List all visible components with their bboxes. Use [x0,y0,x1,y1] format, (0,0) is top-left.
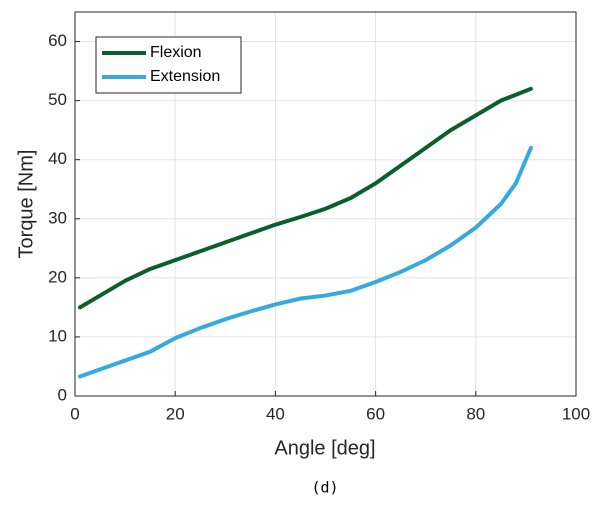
x-tick-label: 40 [266,404,285,423]
x-axis-label: Angle [deg] [274,437,375,459]
y-tick-label: 50 [48,90,67,109]
y-tick-label: 10 [48,326,67,345]
y-axis-label: Torque [Nm] [15,150,37,259]
legend-box [95,36,242,94]
series-line [78,145,533,379]
y-tick-label: 40 [48,149,67,168]
x-tick-label: 0 [70,404,79,423]
x-tick-label: 60 [366,404,385,423]
y-tick-label: 0 [58,385,67,404]
caption: (d) [311,479,338,497]
y-tick-label: 30 [48,208,67,227]
x-tick-label: 20 [166,404,185,423]
legend-label: Flexion [150,44,202,61]
series-line [78,86,533,310]
x-tick-label: 100 [562,404,590,423]
x-tick-label: 80 [466,404,485,423]
y-tick-label: 20 [48,267,67,286]
y-tick-label: 60 [48,31,67,50]
axes-box [74,11,577,397]
legend-label: Extension [150,68,220,85]
